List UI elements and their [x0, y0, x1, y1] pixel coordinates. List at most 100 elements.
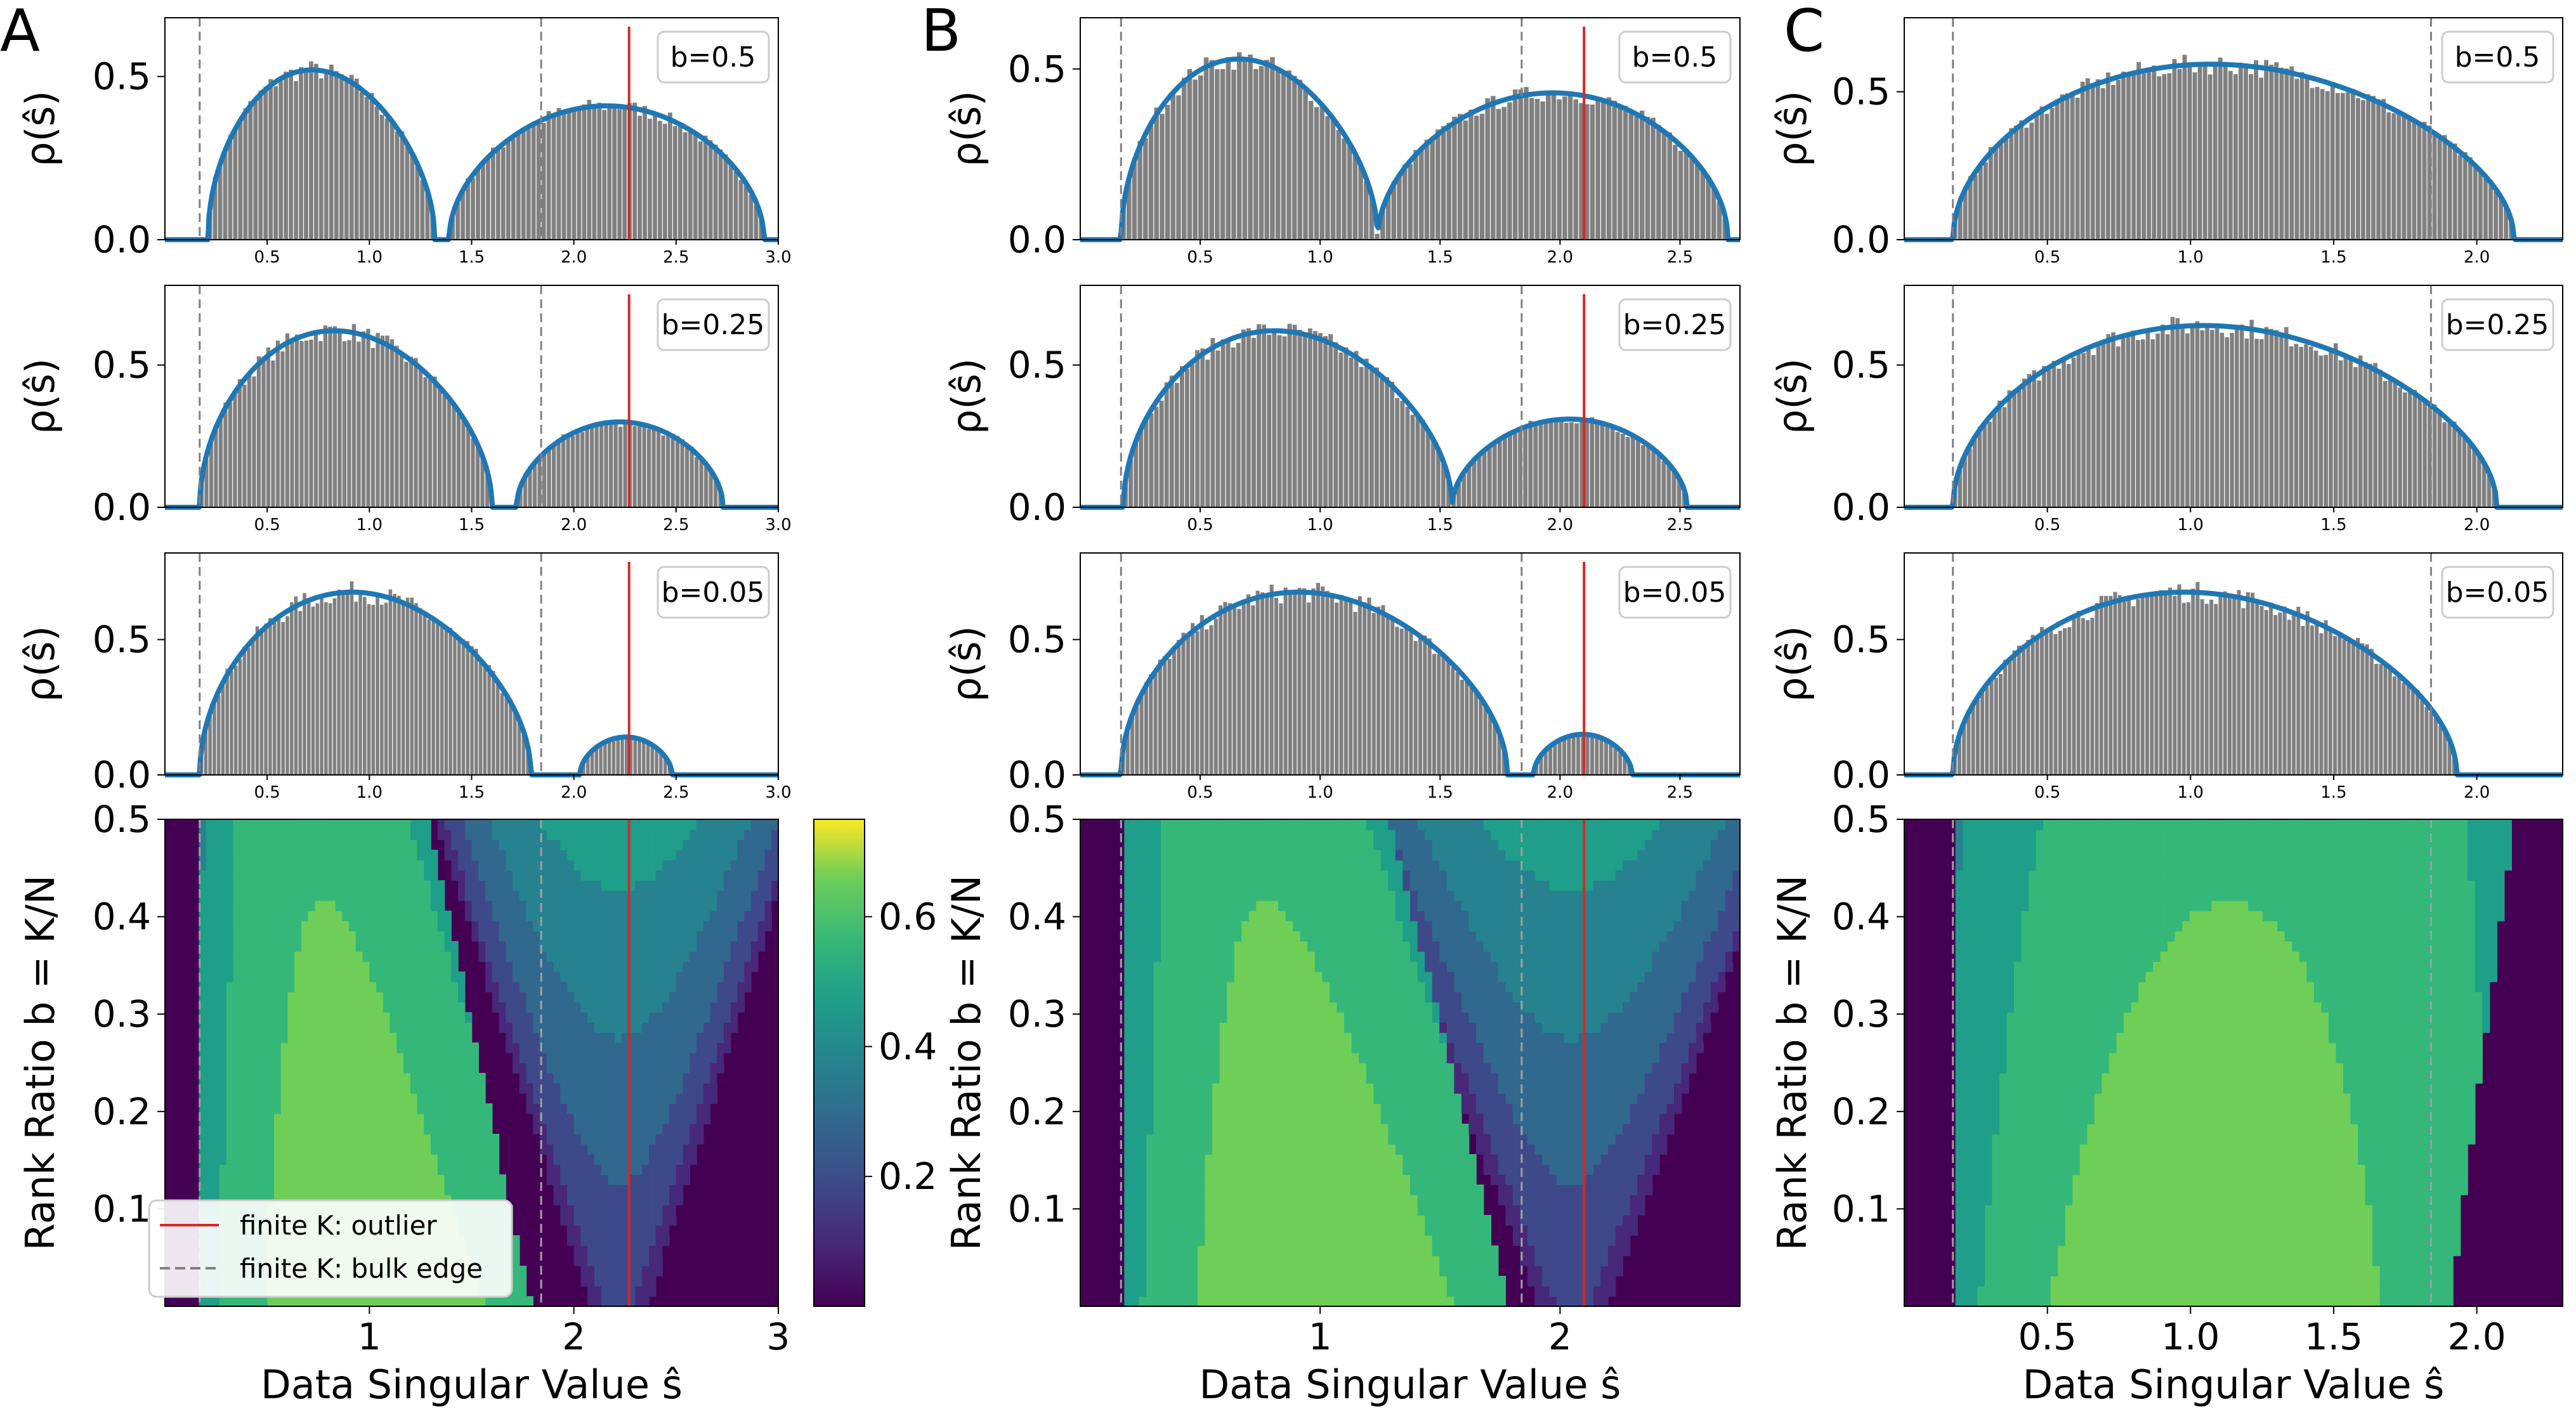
heatmap-cell [662, 951, 670, 962]
heatmap-cell [615, 951, 622, 962]
heatmap-cell [206, 982, 213, 992]
heatmap-cell [560, 1022, 568, 1033]
hist-bar [216, 695, 221, 775]
heatmap-cell [342, 1124, 350, 1134]
heatmap-cell [335, 941, 343, 952]
heatmap-cell [560, 1032, 568, 1043]
heatmap-cell [492, 951, 500, 962]
heatmap-cell [710, 860, 718, 871]
heatmap-cell [1366, 1225, 1375, 1236]
heatmap-cell [485, 1296, 493, 1307]
hist-bar [546, 111, 551, 240]
hist-bar [699, 457, 703, 507]
heatmap-cell [471, 900, 479, 911]
heatmap-cell [757, 941, 766, 952]
heatmap-cell [710, 840, 718, 850]
hist-bar [1415, 415, 1420, 507]
heatmap-cell [730, 951, 738, 962]
heatmap-cell [267, 1164, 275, 1175]
hist-bar [422, 612, 427, 775]
heatmap-cell [608, 1124, 615, 1134]
x-tick-label: 1.5 [459, 516, 485, 535]
hist-bar [1529, 98, 1534, 240]
heatmap-cell [635, 870, 643, 881]
heatmap-cell [355, 1134, 363, 1145]
heatmap-cell [539, 1012, 547, 1023]
heatmap-cell [301, 890, 309, 901]
heatmap-cell [1425, 1276, 1433, 1287]
heatmap-cell [513, 819, 520, 830]
heatmap-cell [1432, 1276, 1441, 1287]
heatmap-cell [1307, 1195, 1316, 1205]
heatmap-cell [1344, 1245, 1352, 1256]
heatmap-cell [451, 1022, 459, 1033]
heatmap-cell [1197, 1205, 1206, 1216]
heatmap-cell [437, 1093, 445, 1104]
heatmap-cell [382, 850, 391, 861]
heatmap-cell [349, 961, 356, 972]
heatmap-cell [519, 941, 527, 952]
heatmap-cell [287, 1185, 295, 1195]
heatmap-cell [628, 1256, 636, 1266]
heatmap-cell [1623, 1235, 1631, 1246]
heatmap-cell [513, 1256, 520, 1266]
heatmap-cell [717, 870, 724, 881]
heatmap-cell [683, 921, 691, 932]
heatmap-cell [683, 1083, 691, 1094]
heatmap-cell [458, 1043, 466, 1053]
heatmap-cell [431, 1043, 438, 1053]
hist-bar [1477, 454, 1482, 507]
heatmap-cell [1586, 1235, 1594, 1246]
heatmap-cell [260, 829, 268, 840]
hist-bar [1371, 613, 1376, 775]
hist-bar [238, 659, 242, 775]
heatmap-cell [376, 880, 384, 891]
heatmap-cell [260, 850, 268, 861]
hist-bar [1661, 461, 1666, 507]
heatmap-cell [1175, 1205, 1184, 1216]
heatmap-cell [362, 1032, 370, 1043]
heatmap-cell [253, 1053, 261, 1063]
heatmap-cell [1388, 1225, 1396, 1236]
heatmap-cell [573, 1235, 582, 1246]
heatmap-cell [621, 900, 629, 911]
heatmap-cell [724, 819, 731, 830]
heatmap-cell [737, 900, 745, 911]
heatmap-cell [737, 951, 745, 962]
heatmap-cell [431, 911, 438, 921]
heatmap-cell [294, 1002, 302, 1013]
heatmap-cell [1446, 1205, 1455, 1216]
hist-bar [1455, 672, 1460, 775]
heatmap-cell [485, 1134, 493, 1145]
heatmap-cell [308, 941, 316, 952]
heatmap-cell [546, 931, 554, 942]
heatmap-cell [199, 921, 207, 932]
heatmap-cell [560, 941, 568, 952]
heatmap-cell [267, 1093, 275, 1104]
heatmap-cell [1344, 1195, 1352, 1205]
heatmap-cell [342, 1053, 350, 1063]
heatmap-cell [703, 1114, 711, 1124]
hist-bar [318, 341, 323, 507]
heatmap-cell [1608, 1245, 1616, 1256]
heatmap-cell [580, 961, 588, 972]
heatmap-cell [676, 971, 684, 982]
heatmap-cell [669, 951, 677, 962]
heatmap-cell [328, 911, 336, 921]
hist-bar [556, 439, 561, 507]
heatmap-cell [219, 890, 227, 901]
heatmap-cell [267, 860, 275, 871]
hist-bar [1272, 331, 1277, 507]
heatmap-cell [451, 1185, 459, 1195]
hist-bar [1385, 194, 1391, 240]
heatmap-cell [573, 819, 582, 830]
heatmap-cell [546, 1144, 554, 1155]
heatmap-cell [594, 1276, 602, 1287]
heatmap-cell [1293, 1276, 1301, 1287]
heatmap-cell [587, 1134, 595, 1145]
heatmap-cell [594, 1174, 602, 1185]
heatmap-cell [1227, 1205, 1235, 1216]
heatmap-cell [566, 1174, 575, 1185]
heatmap-cell [485, 971, 493, 982]
heatmap-cell [546, 911, 554, 921]
